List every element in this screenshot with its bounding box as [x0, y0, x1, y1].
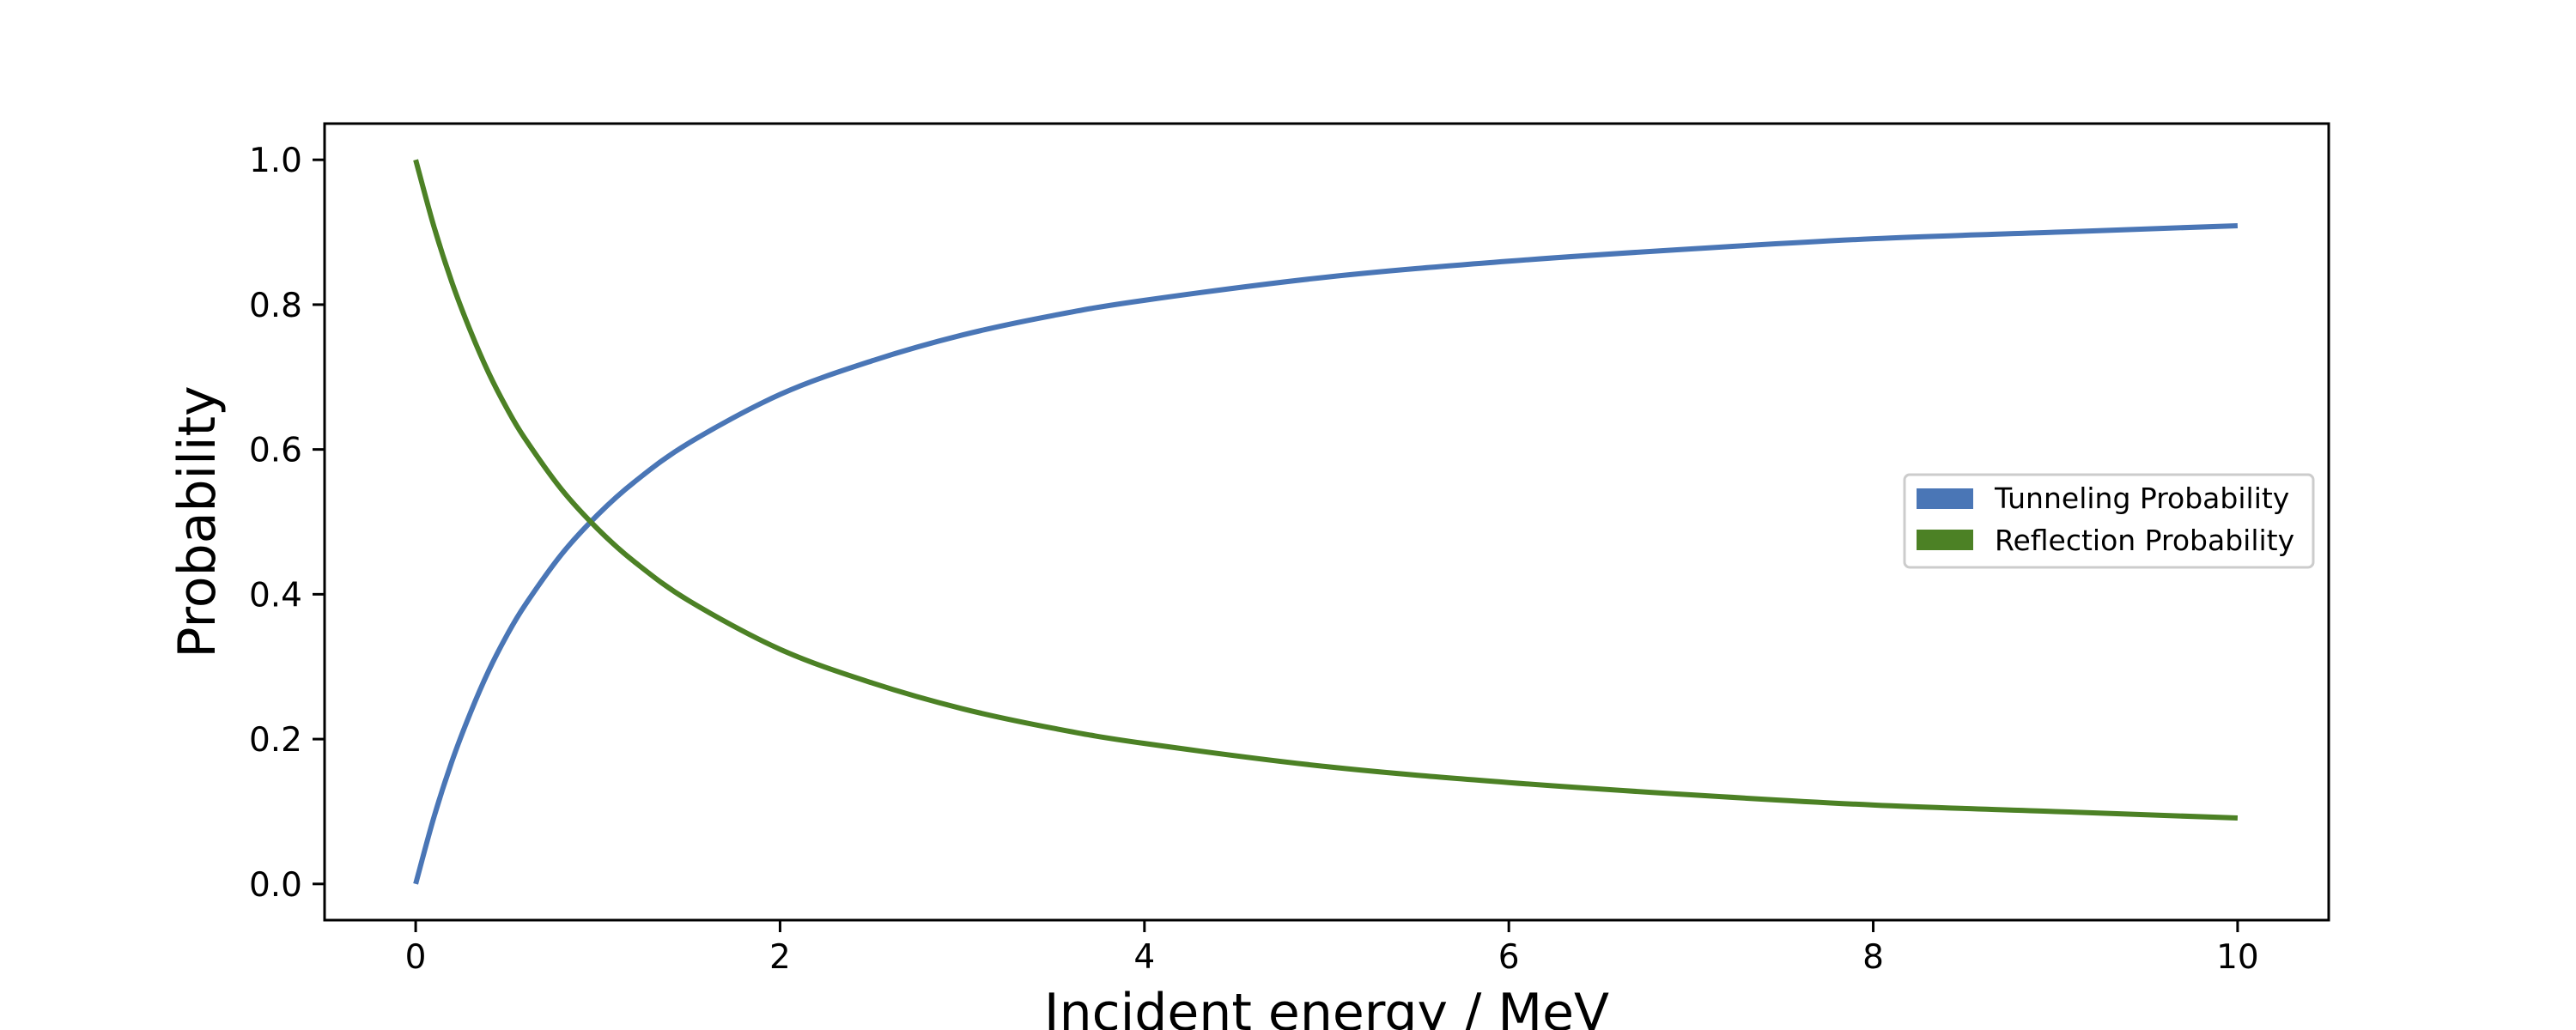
x-axis-title: Incident energy / MeV: [1044, 983, 1609, 1030]
y-axis-title: Probability: [167, 385, 228, 657]
series-layer: [413, 159, 2239, 885]
y-tick-label: 0.8: [249, 287, 302, 325]
y-tick-label: 1.0: [249, 142, 302, 180]
tunneling-probability-line: [413, 222, 2239, 885]
y-axis: 0.0 0.2 0.4 0.6 0.8 1.0: [249, 142, 325, 905]
x-tick-label: 0: [405, 938, 427, 977]
legend-label-tunneling: Tunneling Probability: [1994, 482, 2289, 515]
y-tick-label: 0.4: [249, 576, 302, 615]
y-tick-label: 0.2: [249, 721, 302, 760]
x-axis: 0 2 4 6 8 10: [405, 920, 2259, 977]
x-tick-label: 10: [2216, 938, 2259, 977]
legend: Tunneling Probability Reflection Probabi…: [1903, 473, 2315, 569]
legend-label-reflection: Reflection Probability: [1995, 524, 2294, 557]
legend-box: [1903, 473, 2315, 569]
plot-frame: [323, 122, 2330, 922]
y-tick-label: 0.6: [249, 432, 302, 470]
x-tick-label: 8: [1862, 938, 1884, 977]
x-tick-label: 4: [1133, 938, 1155, 977]
legend-swatch-tunneling: [1917, 488, 1973, 509]
x-tick-label: 2: [769, 938, 791, 977]
legend-swatch-reflection: [1917, 530, 1973, 550]
x-tick-label: 6: [1498, 938, 1520, 977]
y-tick-label: 0.0: [249, 866, 302, 905]
reflection-probability-line: [413, 159, 2239, 821]
